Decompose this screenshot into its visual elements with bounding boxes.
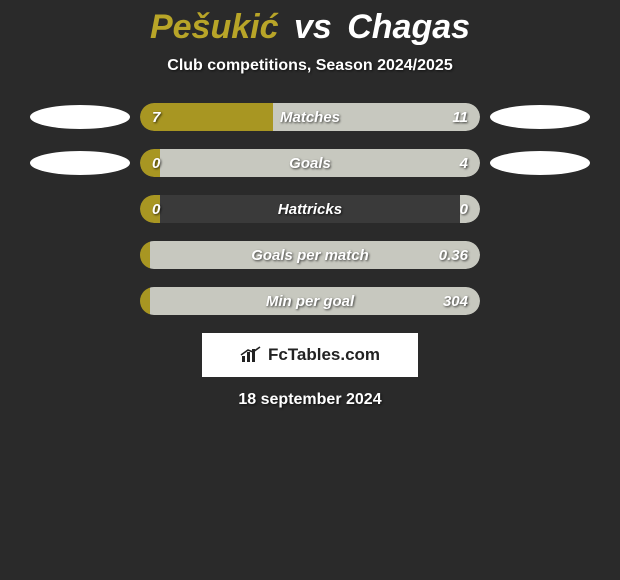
badge-spacer bbox=[490, 287, 590, 315]
logo-text: FcTables.com bbox=[268, 345, 380, 365]
chart-icon bbox=[240, 346, 262, 364]
stat-row: Min per goal304 bbox=[0, 287, 620, 315]
stat-label: Goals bbox=[140, 149, 480, 177]
badge-spacer bbox=[490, 241, 590, 269]
team-badge-left bbox=[30, 149, 130, 177]
badge-ellipse bbox=[490, 105, 590, 129]
badge-spacer bbox=[30, 241, 130, 269]
stat-label: Min per goal bbox=[140, 287, 480, 315]
badge-ellipse bbox=[490, 151, 590, 175]
stat-row: Goals per match0.36 bbox=[0, 241, 620, 269]
team-badge-left bbox=[30, 103, 130, 131]
player-right-name: Chagas bbox=[347, 8, 470, 46]
stat-value-right: 11 bbox=[452, 103, 468, 131]
stat-value-right: 4 bbox=[460, 149, 468, 177]
stat-bar: Min per goal304 bbox=[140, 287, 480, 315]
stat-bar: 7Matches11 bbox=[140, 103, 480, 131]
stat-value-right: 0 bbox=[460, 195, 468, 223]
stat-value-right: 304 bbox=[443, 287, 468, 315]
stat-bar: Goals per match0.36 bbox=[140, 241, 480, 269]
stat-rows: 7Matches110Goals40Hattricks0Goals per ma… bbox=[0, 103, 620, 315]
stat-row: 0Hattricks0 bbox=[0, 195, 620, 223]
team-badge-right bbox=[490, 149, 590, 177]
stat-label: Hattricks bbox=[140, 195, 480, 223]
stat-bar: 0Hattricks0 bbox=[140, 195, 480, 223]
stat-value-right: 0.36 bbox=[439, 241, 468, 269]
comparison-infographic: Pešukić vs Chagas Club competitions, Sea… bbox=[0, 0, 620, 409]
player-left-name: Pešukić bbox=[150, 8, 279, 46]
page-title: Pešukić vs Chagas bbox=[0, 8, 620, 47]
stat-label: Goals per match bbox=[140, 241, 480, 269]
badge-ellipse bbox=[30, 151, 130, 175]
stat-label: Matches bbox=[140, 103, 480, 131]
stat-row: 0Goals4 bbox=[0, 149, 620, 177]
badge-spacer bbox=[30, 195, 130, 223]
stat-bar: 0Goals4 bbox=[140, 149, 480, 177]
logo-badge: FcTables.com bbox=[202, 333, 418, 377]
badge-spacer bbox=[490, 195, 590, 223]
badge-spacer bbox=[30, 287, 130, 315]
footer-date: 18 september 2024 bbox=[0, 391, 620, 409]
team-badge-right bbox=[490, 103, 590, 131]
subtitle: Club competitions, Season 2024/2025 bbox=[0, 57, 620, 75]
vs-text: vs bbox=[294, 8, 332, 46]
stat-row: 7Matches11 bbox=[0, 103, 620, 131]
badge-ellipse bbox=[30, 105, 130, 129]
